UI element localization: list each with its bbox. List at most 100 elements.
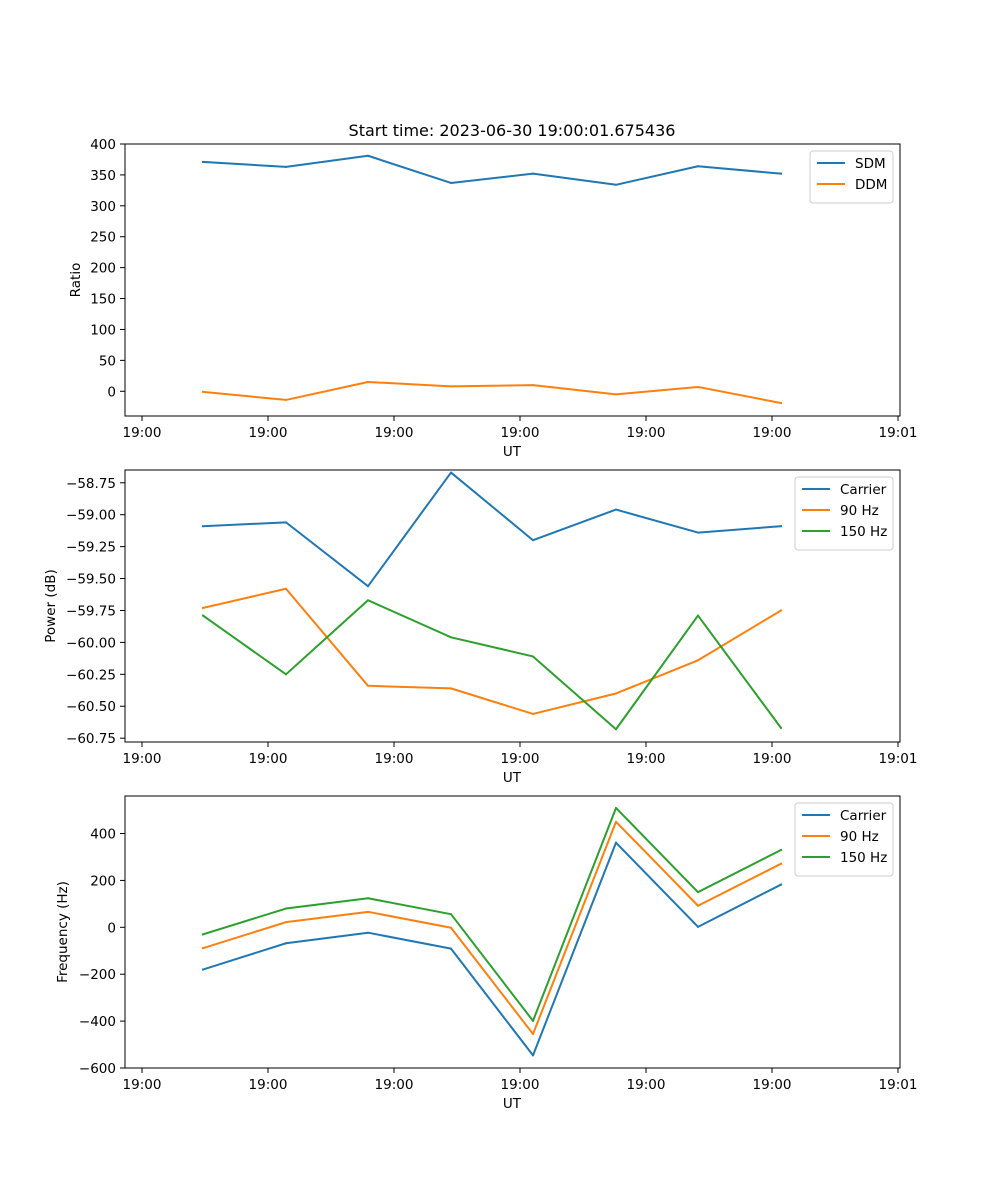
data-point [532,1054,534,1057]
legend: Carrier 90 Hz 150 Hz [794,476,894,551]
data-point [532,172,534,175]
legend-label: 90 Hz [840,503,879,519]
y-tick-label: −59.00 [66,508,116,524]
data-point [450,926,452,929]
y-tick-label: −400 [79,1014,116,1030]
y-tick-label: −58.75 [66,476,116,492]
y-tick-label: −59.25 [66,540,116,556]
series-line-150-hz [201,806,783,1022]
data-point [285,942,287,945]
data-point [367,910,369,913]
x-axis-label: UT [503,770,522,786]
x-tick-label: 19:00 [753,751,792,767]
data-point [532,1033,534,1035]
data-point [697,531,699,534]
y-tick-label: 400 [90,137,116,153]
data-point [780,172,782,175]
chart-panel-2: 19:00 19:00 19:00 19:00 19:00 19:00 19:01 −60.7… [43,469,917,786]
y-tick-label: 0 [107,384,116,400]
data-point [450,181,452,184]
data-point [615,692,617,695]
y-tick-label: −200 [79,967,116,983]
data-point [285,165,287,168]
data-point [532,712,534,715]
data-point [780,402,782,405]
data-point [367,897,369,900]
data-point [367,381,369,383]
x-tick-label: 19:00 [123,425,162,441]
data-point [202,614,204,617]
series-line-ddm [201,381,783,405]
series-line-90-hz [201,587,783,715]
y-tick-label: 100 [90,322,116,338]
y-tick-label: −59.75 [66,603,116,619]
data-point [450,385,452,388]
series-line-sdm [201,154,783,186]
data-point [697,165,699,168]
data-point [780,609,782,612]
data-point [532,1019,534,1022]
data-point [367,931,369,934]
data-point [450,636,452,639]
data-point [367,684,369,687]
legend-label: 90 Hz [840,829,879,845]
x-tick-label: 19:01 [879,425,918,441]
data-point [450,913,452,916]
y-axis-label: Frequency (Hz) [55,881,71,983]
x-tick-label: 19:00 [123,1077,162,1093]
data-point [285,587,287,590]
legend-label: 150 Hz [840,524,887,540]
legend-label: 150 Hz [840,850,887,866]
chart-panel-1: 19:00 19:00 19:00 19:00 19:00 19:00 19:01 0 50 10… [68,137,917,460]
x-tick-label: 19:00 [375,425,414,441]
y-tick-label: 250 [90,230,116,246]
y-tick-label: 350 [90,168,116,184]
data-point [202,606,204,609]
x-tick-label: 19:00 [753,425,792,441]
figure-title: Start time: 2023-06-30 19:00:01.675436 [349,121,676,140]
data-point [615,806,617,809]
y-axis-label: Power (dB) [43,569,59,642]
data-point [615,820,617,823]
series-line-90-hz [201,820,783,1035]
legend-label: SDM [855,156,886,172]
y-tick-label: −60.00 [66,635,116,651]
x-tick-label: 19:00 [375,1077,414,1093]
data-point [285,521,287,524]
x-tick-label: 19:01 [879,1077,918,1093]
y-tick-label: 200 [90,261,116,277]
data-point [615,841,617,844]
data-point [697,659,699,662]
x-tick-label: 19:00 [501,751,540,767]
x-tick-label: 19:00 [627,751,666,767]
x-tick-label: 19:00 [249,1077,288,1093]
y-tick-label: −60.25 [66,667,116,683]
y-tick-label: 400 [90,827,116,843]
legend-label: Carrier [840,482,887,498]
x-tick-label: 19:00 [501,1077,540,1093]
data-point [202,947,204,950]
plot-frame [124,143,901,417]
x-tick-label: 19:00 [501,425,540,441]
series-line-carrier [201,471,783,588]
data-point [450,947,452,950]
data-point [285,907,287,910]
data-point [450,471,452,474]
data-point [780,525,782,528]
data-point [532,655,534,658]
y-tick-label: 50 [99,353,116,369]
y-tick-label: 0 [107,920,116,936]
data-point [615,183,617,186]
y-tick-label: 150 [90,292,116,308]
legend-label: DDM [855,177,887,193]
data-point [532,384,534,387]
y-tick-label: 200 [90,873,116,889]
x-tick-label: 19:00 [249,751,288,767]
data-point [285,673,287,676]
x-axis-label: UT [503,1096,522,1112]
legend: SDM DDM [809,150,894,204]
data-point [780,862,782,865]
legend-label: Carrier [840,808,887,824]
x-tick-label: 19:00 [753,1077,792,1093]
data-point [202,525,204,528]
